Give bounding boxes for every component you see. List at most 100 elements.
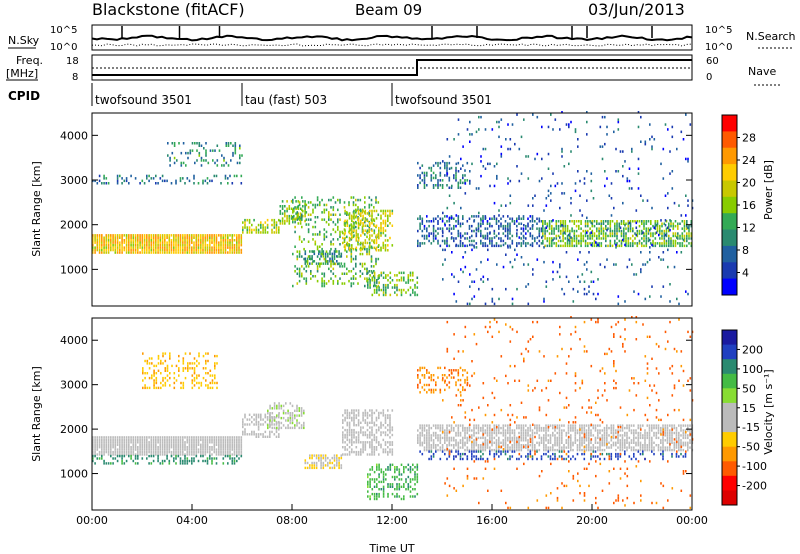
heat-cell: [262, 226, 264, 229]
heat-cell: [137, 236, 139, 239]
heat-cell: [387, 433, 389, 437]
heat-cell: [400, 288, 403, 292]
heat-cell: [224, 443, 227, 446]
heat-cell: [116, 177, 119, 180]
heat-cell: [387, 414, 389, 417]
heat-cell: [352, 277, 355, 280]
heat-cell: [637, 172, 640, 175]
heat-cell: [416, 478, 419, 481]
heat-cell: [459, 383, 462, 387]
heat-cell: [557, 239, 560, 243]
heat-cell: [601, 145, 604, 148]
heat-cell: [275, 428, 278, 431]
heat-cell: [155, 246, 157, 249]
heat-cell: [435, 448, 437, 452]
heat-cell: [161, 438, 164, 442]
heat-cell: [187, 362, 189, 365]
heat-cell: [387, 409, 389, 412]
heat-cell: [130, 248, 132, 252]
heat-cell: [218, 234, 220, 237]
heat-cell: [357, 421, 360, 424]
heat-cell: [242, 423, 244, 426]
heat-cell: [173, 438, 175, 442]
heat-cell: [204, 436, 207, 439]
heat-cell: [575, 224, 578, 228]
heat-cell: [542, 229, 544, 233]
heat-cell: [435, 424, 437, 427]
heat-cell: [635, 233, 638, 237]
heat-cell: [137, 234, 139, 237]
heat-cell: [655, 224, 658, 227]
heat-cell: [92, 236, 94, 239]
heat-cell: [337, 279, 339, 283]
heat-cell: [559, 206, 561, 210]
heat-cell: [367, 281, 369, 284]
heat-cell: [278, 435, 280, 438]
heat-cell: [144, 376, 146, 380]
heat-cell: [331, 466, 334, 470]
heat-cell: [92, 438, 94, 442]
heat-cell: [297, 205, 300, 208]
heat-cell: [92, 441, 94, 444]
heat-cell: [448, 179, 451, 182]
heat-cell: [464, 388, 466, 392]
heat-cell: [414, 293, 416, 297]
heat-cell: [116, 443, 119, 446]
heat-cell: [371, 212, 373, 215]
heat-cell: [544, 232, 546, 235]
heat-cell: [96, 446, 99, 449]
heat-cell: [92, 251, 94, 254]
heat-cell: [570, 120, 572, 124]
heat-cell: [414, 283, 416, 287]
heat-cell: [495, 429, 498, 432]
heat-cell: [271, 423, 273, 426]
heat-cell: [193, 357, 196, 360]
heat-cell: [342, 426, 344, 429]
heat-cell: [289, 402, 292, 405]
heat-cell: [364, 443, 367, 446]
heat-cell: [679, 244, 681, 248]
heat-cell: [414, 466, 416, 469]
heat-cell: [94, 441, 96, 444]
heat-cell: [518, 446, 520, 449]
heat-cell: [103, 246, 105, 249]
heat-cell: [114, 241, 117, 244]
heat-cell: [380, 224, 382, 227]
heat-cell: [178, 354, 180, 358]
heat-cell: [218, 243, 220, 247]
heat-cell: [207, 384, 209, 387]
heat-cell: [284, 222, 286, 225]
heat-cell: [553, 227, 555, 230]
heat-cell: [378, 480, 380, 484]
heat-cell: [196, 142, 198, 145]
heat-cell: [448, 224, 451, 227]
heat-cell: [551, 242, 553, 245]
heat-cell: [121, 443, 123, 446]
heat-cell: [240, 436, 243, 439]
heat-cell: [175, 246, 177, 249]
heat-cell: [238, 236, 240, 239]
heat-cell: [164, 376, 167, 380]
heat-cell: [278, 402, 280, 405]
heat-cell: [206, 446, 209, 449]
heat-cell: [634, 220, 636, 223]
heat-cell: [509, 431, 511, 435]
heat-cell: [157, 450, 159, 454]
heat-cell: [125, 459, 128, 463]
heat-cell: [177, 234, 180, 237]
heat-cell: [348, 229, 351, 232]
heat-cell: [186, 243, 189, 247]
heat-cell: [577, 138, 579, 141]
heat-cell: [169, 354, 171, 358]
heat-cell: [323, 279, 326, 283]
heat-cell: [134, 246, 137, 249]
heat-cell: [523, 263, 525, 266]
heat-cell: [205, 362, 207, 365]
heat-cell: [661, 229, 663, 233]
heat-cell: [369, 453, 371, 456]
heat-cell: [123, 446, 126, 449]
heat-cell: [341, 282, 344, 285]
heat-cell: [262, 231, 264, 234]
heat-cell: [480, 429, 482, 432]
power-heatmap: [92, 111, 694, 306]
